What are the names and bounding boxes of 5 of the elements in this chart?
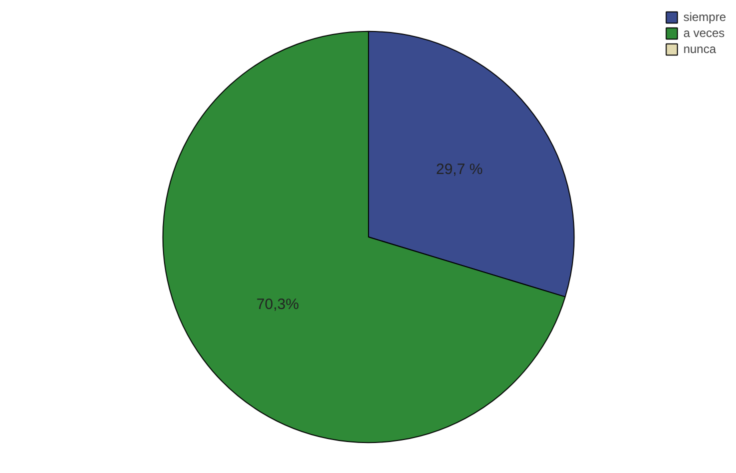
data-label: 29,7 % (436, 161, 483, 178)
legend-label: a veces (683, 26, 725, 40)
legend-label: siempre (683, 10, 726, 24)
data-label: 70,3% (256, 296, 299, 313)
legend-label: nunca (683, 42, 716, 56)
